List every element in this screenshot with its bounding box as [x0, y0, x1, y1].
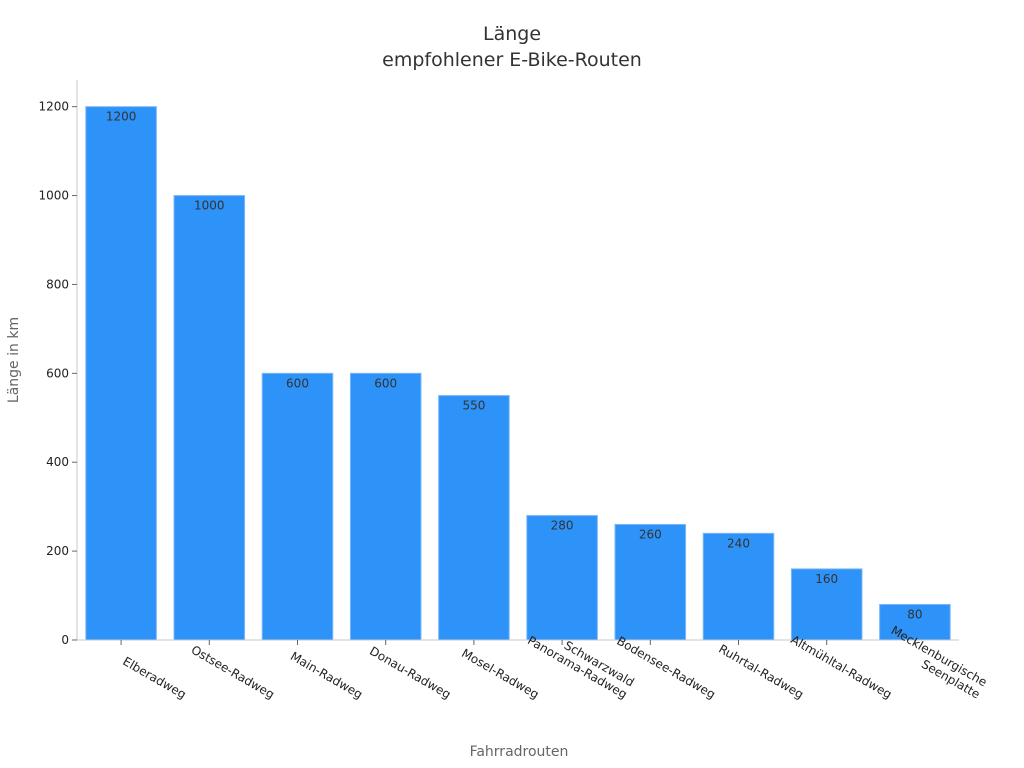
- bar: [261, 372, 334, 641]
- x-axis-title: Fahrradrouten: [470, 744, 569, 760]
- y-tick-label: 800: [46, 277, 69, 291]
- bar-value-label: 280: [551, 519, 574, 533]
- y-axis: 0 200 400 600 800 1000 1200: [38, 80, 78, 647]
- bar: [349, 372, 422, 641]
- y-tick-label: 1200: [38, 100, 69, 114]
- x-tick-label-line: Elberadweg: [120, 654, 188, 701]
- y-tick-label: 400: [46, 455, 69, 469]
- y-tick-label: 1000: [38, 189, 69, 203]
- bar-value-label: 160: [815, 572, 838, 586]
- bar-value-label: 600: [374, 376, 397, 390]
- x-tick-label: Mosel-Radweg: [459, 646, 541, 702]
- bar-value-label: 240: [727, 536, 750, 550]
- x-tick-label-line: Main-Radweg: [288, 649, 365, 702]
- bar: [526, 515, 598, 641]
- x-tick-label: Elberadweg: [120, 654, 188, 701]
- bar-value-label: 1000: [194, 199, 225, 213]
- bar: [879, 603, 951, 641]
- x-tick-label: Donau-Radweg: [367, 644, 453, 702]
- bar: [702, 532, 775, 641]
- y-tick-label: 600: [46, 366, 69, 380]
- bar-value-label: 1200: [106, 110, 137, 124]
- x-tick-label: Ostsee-Radweg: [189, 643, 277, 702]
- bar: [614, 523, 687, 641]
- x-tick-label: Main-Radweg: [288, 649, 365, 702]
- bar-value-label: 80: [907, 607, 922, 621]
- bar-value-label: 260: [639, 527, 662, 541]
- chart-title-line-1: Länge: [483, 23, 541, 45]
- x-tick-label-line: Donau-Radweg: [367, 644, 453, 702]
- x-tick-label-line: Bodensee-Radweg: [614, 634, 717, 702]
- x-tick-label-line: Mosel-Radweg: [459, 646, 541, 702]
- x-tick-label: Ruhrtal-Radweg: [716, 642, 806, 702]
- x-tick-label: Bodensee-Radweg: [614, 634, 717, 702]
- y-tick-label: 0: [61, 633, 69, 647]
- bar: [85, 106, 157, 641]
- y-axis-title: Länge in km: [6, 317, 22, 403]
- plot-area: 1200 1000 600 600 550 280 260 240 160 80: [85, 106, 951, 641]
- chart-title: Länge empfohlener E-Bike-Routen: [382, 23, 642, 71]
- x-tick-label-line: Ostsee-Radweg: [189, 643, 277, 702]
- bar-value-label: 600: [286, 376, 309, 390]
- bar-value-label: 550: [462, 399, 485, 413]
- y-tick-label: 200: [46, 544, 69, 558]
- bar: [173, 195, 246, 641]
- bar: [790, 568, 863, 641]
- x-tick-label-line: Ruhrtal-Radweg: [716, 642, 806, 702]
- bar: [438, 395, 510, 641]
- chart-title-line-2: empfohlener E-Bike-Routen: [382, 49, 642, 71]
